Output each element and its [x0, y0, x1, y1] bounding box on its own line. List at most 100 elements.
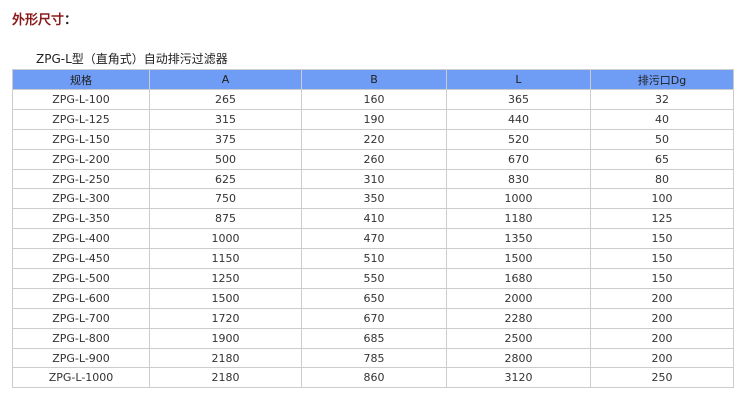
cell-model: ZPG-L-350: [12, 208, 150, 230]
cell-b: 160: [301, 89, 447, 110]
table-row: ZPG-L-700 1720 670 2280 200: [12, 307, 734, 329]
cell-drain-dg: 200: [590, 327, 734, 349]
header-drain-dg: 排污口Dg: [590, 69, 734, 90]
table-row: ZPG-L-1000 2180 860 3120 250: [12, 367, 734, 389]
cell-drain-dg: 200: [590, 287, 734, 309]
cell-a: 265: [149, 89, 302, 110]
cell-b: 350: [301, 188, 447, 210]
cell-drain-dg: 200: [590, 307, 734, 329]
cell-a: 375: [149, 128, 302, 150]
cell-model: ZPG-L-250: [12, 168, 150, 190]
section-title: 外形尺寸：: [12, 9, 77, 28]
cell-l: 2280: [446, 307, 591, 329]
cell-model: ZPG-L-150: [12, 128, 150, 150]
cell-l: 2000: [446, 287, 591, 309]
cell-a: 1000: [149, 228, 302, 250]
cell-drain-dg: 125: [590, 208, 734, 230]
cell-a: 2180: [149, 347, 302, 369]
cell-a: 1150: [149, 248, 302, 270]
table-row: ZPG-L-150 375 220 520 50: [12, 128, 734, 150]
cell-model: ZPG-L-900: [12, 347, 150, 369]
cell-drain-dg: 50: [590, 128, 734, 150]
cell-model: ZPG-L-1000: [12, 367, 150, 389]
cell-drain-dg: 80: [590, 168, 734, 190]
table-row: ZPG-L-300 750 350 1000 100: [12, 188, 734, 210]
cell-l: 440: [446, 108, 591, 130]
cell-model: ZPG-L-400: [12, 228, 150, 250]
header-model: 规格: [12, 69, 150, 90]
cell-b: 410: [301, 208, 447, 230]
cell-model: ZPG-L-500: [12, 268, 150, 289]
cell-l: 1350: [446, 228, 591, 250]
cell-model: ZPG-L-700: [12, 307, 150, 329]
cell-l: 2800: [446, 347, 591, 369]
cell-b: 220: [301, 128, 447, 150]
cell-b: 550: [301, 268, 447, 289]
cell-l: 830: [446, 168, 591, 190]
table-row: ZPG-L-125 315 190 440 40: [12, 108, 734, 130]
cell-drain-dg: 150: [590, 248, 734, 270]
cell-drain-dg: 32: [590, 89, 734, 110]
cell-model: ZPG-L-300: [12, 188, 150, 210]
section-title-text: 外形尺寸: [12, 13, 65, 28]
cell-drain-dg: 65: [590, 148, 734, 170]
table-row: ZPG-L-200 500 260 670 65: [12, 148, 734, 170]
table-row: ZPG-L-350 875 410 1180 125: [12, 208, 734, 230]
cell-b: 650: [301, 287, 447, 309]
cell-b: 260: [301, 148, 447, 170]
cell-l: 670: [446, 148, 591, 170]
cell-l: 1680: [446, 268, 591, 289]
cell-model: ZPG-L-100: [12, 89, 150, 110]
cell-model: ZPG-L-600: [12, 287, 150, 309]
cell-l: 365: [446, 89, 591, 110]
cell-model: ZPG-L-125: [12, 108, 150, 130]
cell-drain-dg: 100: [590, 188, 734, 210]
cell-b: 785: [301, 347, 447, 369]
dimensions-table: 规格 A B L 排污口Dg ZPG-L-100 265 160 365 32 ZPG-L-125…: [12, 69, 734, 389]
cell-b: 470: [301, 228, 447, 250]
cell-a: 1250: [149, 268, 302, 289]
cell-b: 310: [301, 168, 447, 190]
cell-l: 1000: [446, 188, 591, 210]
cell-a: 500: [149, 148, 302, 170]
table-row: ZPG-L-900 2180 785 2800 200: [12, 347, 734, 369]
cell-b: 510: [301, 248, 447, 270]
cell-a: 625: [149, 168, 302, 190]
cell-drain-dg: 150: [590, 228, 734, 250]
cell-a: 2180: [149, 367, 302, 389]
cell-model: ZPG-L-800: [12, 327, 150, 349]
cell-model: ZPG-L-200: [12, 148, 150, 170]
table-row: ZPG-L-250 625 310 830 80: [12, 168, 734, 190]
cell-drain-dg: 250: [590, 367, 734, 389]
cell-a: 875: [149, 208, 302, 230]
cell-drain-dg: 200: [590, 347, 734, 369]
header-b: B: [301, 69, 447, 90]
table-row: ZPG-L-500 1250 550 1680 150: [12, 268, 734, 289]
header-l: L: [446, 69, 591, 90]
cell-b: 670: [301, 307, 447, 329]
cell-l: 520: [446, 128, 591, 150]
table-caption: ZPG-L型（直角式）自动排污过滤器: [36, 52, 228, 66]
cell-a: 1900: [149, 327, 302, 349]
table-row: ZPG-L-600 1500 650 2000 200: [12, 287, 734, 309]
cell-l: 1500: [446, 248, 591, 270]
cell-a: 1720: [149, 307, 302, 329]
cell-l: 2500: [446, 327, 591, 349]
table-row: ZPG-L-800 1900 685 2500 200: [12, 327, 734, 349]
table-row: ZPG-L-450 1150 510 1500 150: [12, 248, 734, 270]
table-row: ZPG-L-400 1000 470 1350 150: [12, 228, 734, 250]
table-row: ZPG-L-100 265 160 365 32: [12, 89, 734, 110]
header-a: A: [149, 69, 302, 90]
cell-a: 750: [149, 188, 302, 210]
cell-b: 190: [301, 108, 447, 130]
title-colon: ：: [64, 13, 78, 28]
cell-l: 3120: [446, 367, 591, 389]
cell-drain-dg: 40: [590, 108, 734, 130]
header-row: 规格 A B L 排污口Dg: [12, 69, 734, 90]
cell-b: 685: [301, 327, 447, 349]
cell-a: 1500: [149, 287, 302, 309]
cell-l: 1180: [446, 208, 591, 230]
cell-drain-dg: 150: [590, 268, 734, 289]
cell-b: 860: [301, 367, 447, 389]
cell-a: 315: [149, 108, 302, 130]
